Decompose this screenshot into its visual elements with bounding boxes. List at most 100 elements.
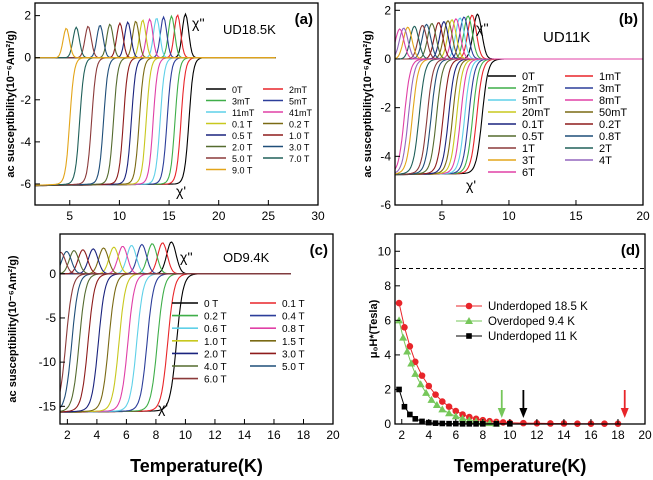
legend: Underdoped 18.5 K Overdoped 9.4 K Underdop… <box>456 301 588 343</box>
x-tick-label: 6 <box>123 428 130 442</box>
tc-arrow-head <box>497 408 506 418</box>
legend-entry: 0.6 T <box>204 324 227 335</box>
x-tick-label: 6 <box>452 428 459 442</box>
chi-real-curve <box>60 273 291 413</box>
chi-imag-curve <box>395 21 643 60</box>
y-tick-label: 10 <box>378 244 392 258</box>
legend-entry: 5.0 T <box>232 154 253 164</box>
chi-imag-curve <box>35 27 276 59</box>
chi-real-curve <box>60 273 291 413</box>
legend: 0 T 0.1 T 0.2 T 0.4 T 0.6 T 0.8 T 1.0 T 1.5 T 2.… <box>172 299 305 386</box>
legend-entry: 5mT <box>522 95 544 107</box>
x-axis-label: Temperature(K) <box>130 456 263 476</box>
data-point <box>458 414 467 422</box>
data-point <box>407 359 416 367</box>
chi-imag-curve <box>395 22 643 60</box>
x-tick-label: 2 <box>398 428 405 442</box>
legend-entry: 50mT <box>599 107 627 119</box>
data-point <box>432 401 441 408</box>
x-tick-label: 20 <box>638 428 652 442</box>
chi-imag-curve <box>395 23 643 60</box>
legend-entry: 0.8 T <box>282 324 305 335</box>
y-tick-label: -10 <box>39 355 57 369</box>
data-point <box>401 323 408 331</box>
chi-real-curve <box>60 273 291 413</box>
legend-entry: 0.5 T <box>232 131 253 141</box>
x-tick-label: 8 <box>153 428 160 442</box>
data-point <box>401 403 408 410</box>
legend-entry: 5.0 T <box>282 362 305 373</box>
legend-entry: 0T <box>522 71 535 83</box>
x-tick-label: 4 <box>94 428 101 442</box>
x-tick-label: 12 <box>530 428 544 442</box>
x-tick-label: 12 <box>208 428 222 442</box>
data-point <box>422 388 431 396</box>
y-tick-label: -6 <box>20 177 31 191</box>
data-point <box>438 398 446 405</box>
x-tick-label: 16 <box>584 428 598 442</box>
x-tick-label: 8 <box>479 428 486 442</box>
panel-label: (b) <box>619 11 638 28</box>
legend-entry: 1.5 T <box>282 337 305 348</box>
y-tick-label: 0 <box>384 52 391 66</box>
data-point <box>427 395 436 403</box>
chi-imag-curve <box>60 251 291 275</box>
sample-label: UD11K <box>543 29 590 46</box>
x-tick-label: 25 <box>262 209 276 223</box>
x-tick-label: 10 <box>113 209 127 223</box>
legend-entry: 2.0 T <box>204 349 227 360</box>
legend-marker <box>465 302 473 310</box>
panel-2-curves <box>60 241 291 414</box>
y-tick-label: 0 <box>384 417 391 431</box>
x-tick-label: 15 <box>569 209 583 223</box>
legend-marker <box>465 317 473 324</box>
panel-label: (c) <box>310 242 328 259</box>
y-tick-label: 4 <box>384 348 391 362</box>
chi-imag-curve <box>395 19 643 60</box>
legend-entry: 2T <box>599 143 612 155</box>
x-tick-label: 5 <box>439 209 446 223</box>
y-axis-label: ac susceptibility(10⁻⁶Am²/g) <box>5 30 17 178</box>
legend-entry: 3T <box>522 155 535 167</box>
panel-1-axes: 5 10 15 20 -6 -4 -2 0 2 (b) <box>380 2 650 223</box>
legend-entry: 3mT <box>232 96 251 106</box>
legend-entry: 0.4 T <box>282 312 305 323</box>
legend: 0T 2mT 3mT 5mT 11mT 41mT 0.1 T 0.2 T 0.5 T 1.0 T 2… <box>206 85 313 175</box>
panel-1-curves <box>395 13 643 176</box>
data-point <box>425 382 433 390</box>
chi-real-label: χ' <box>466 177 476 193</box>
data-point <box>399 333 408 341</box>
legend-entry: 1.0 T <box>289 131 310 141</box>
chi-imag-label: χ'' <box>180 249 193 265</box>
x-tick-label: 10 <box>502 209 516 223</box>
legend-entry: 4.0 T <box>204 362 227 373</box>
x-tick-label: 14 <box>557 428 571 442</box>
legend-entry: 0.2 T <box>204 312 227 323</box>
y-tick-label: 8 <box>384 279 391 293</box>
y-tick-label: 6 <box>384 313 391 327</box>
data-point <box>520 419 527 427</box>
x-tick-label: 30 <box>311 209 325 223</box>
data-point <box>411 369 420 377</box>
legend: 0T 1mT 2mT 3mT 5mT 8mT 20mT 50mT 0.1T 0.2T 0.5T 0.8… <box>488 71 627 179</box>
legend-entry: 6.0 T <box>204 375 227 386</box>
legend-entry: 4T <box>599 155 612 167</box>
y-tick-label: -2 <box>380 101 391 115</box>
y-tick-label: 0 <box>49 267 56 281</box>
sample-label: UD18.5K <box>223 22 276 37</box>
legend-entry: 11mT <box>232 108 255 118</box>
panel-0-axes: 5 10 15 20 25 30 -6 -4 -2 0 2 (a) <box>20 2 325 223</box>
data-point <box>395 299 403 307</box>
data-point <box>403 347 412 355</box>
data-point <box>416 380 425 388</box>
chi-real-curve <box>60 273 291 413</box>
x-tick-label: 18 <box>297 428 311 442</box>
plot-frame <box>394 2 644 206</box>
legend-entry: 8mT <box>599 95 621 107</box>
data-point <box>451 412 460 420</box>
legend-entry: 0.1 T <box>282 299 305 310</box>
x-tick-label: 14 <box>238 428 252 442</box>
legend-entry: 0.2T <box>599 119 621 131</box>
chi-real-curve <box>60 273 291 413</box>
tc-arrow-head <box>620 408 629 418</box>
